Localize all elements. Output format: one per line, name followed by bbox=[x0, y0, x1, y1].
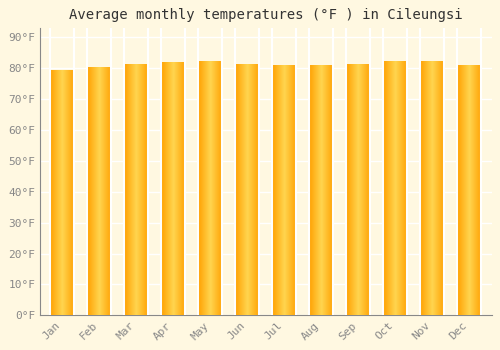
Title: Average monthly temperatures (°F ) in Cileungsi: Average monthly temperatures (°F ) in Ci… bbox=[69, 8, 462, 22]
